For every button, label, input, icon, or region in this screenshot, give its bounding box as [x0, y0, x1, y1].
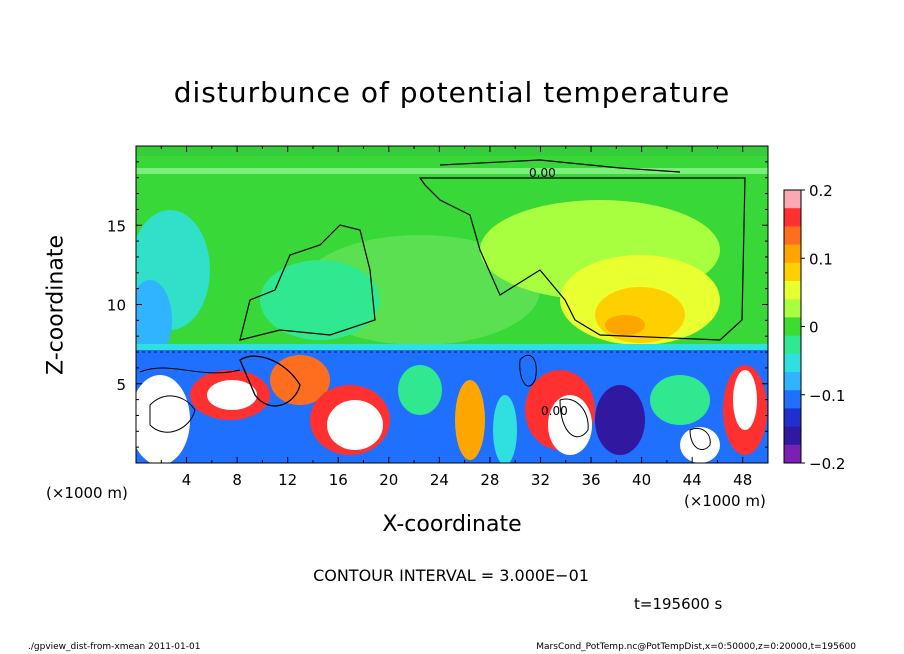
colorbar-swatch [784, 208, 801, 227]
colorbar-tick-label: 0 [809, 319, 819, 337]
colorbar-swatch [784, 372, 801, 391]
colorbar-swatch [784, 444, 801, 464]
x-tick-label: 16 [329, 471, 348, 489]
x-axis-label: X-coordinate [382, 512, 522, 537]
colorbar-swatch [784, 335, 801, 355]
x-tick-label: 32 [531, 471, 550, 489]
colorbar-swatch [784, 390, 801, 409]
x-tick-label: 24 [430, 471, 449, 489]
footer-left: ./gpview_dist-from-xmean 2011-01-01 [28, 642, 201, 652]
colorbar-swatch [784, 226, 801, 246]
y-axis-label: Z-coordinate [43, 235, 69, 375]
colorbar-swatch [784, 408, 801, 428]
x-unit-right: (×1000 m) [684, 492, 766, 510]
x-tick-label: 36 [581, 471, 600, 489]
x-unit-left: (×1000 m) [46, 484, 128, 502]
y-tick-label: 15 [107, 217, 126, 235]
colorbar-swatch [784, 244, 801, 264]
colorbar-tick-label: 0.1 [809, 250, 833, 268]
colorbar-swatch [784, 190, 801, 209]
contour-label: 0.00 [541, 404, 568, 418]
field-white-left [136, 375, 190, 463]
x-tick-label: 20 [379, 471, 398, 489]
y-tick-label: 10 [107, 297, 126, 315]
colorbar-swatch [784, 281, 801, 300]
colorbar-swatch [784, 299, 801, 318]
time-label: t=195600 s [634, 595, 723, 613]
colorbar-tick-label: 0.2 [809, 182, 833, 200]
colorbar-swatch [784, 262, 801, 282]
x-tick-label: 12 [278, 471, 297, 489]
contour-zero-upper [418, 177, 746, 341]
colorbar-tick-label: −0.1 [809, 387, 845, 405]
chart-title: disturbunce of potential temperature [173, 76, 731, 109]
x-axis: 4 8 12 16 20 24 28 32 36 40 44 48 [160, 146, 752, 489]
colorbar: 0.2 0.1 0 −0.1 −0.2 [783, 182, 845, 473]
y-axis: 5 10 15 [107, 161, 768, 448]
colorbar-swatch [784, 317, 801, 337]
plot-field [136, 146, 768, 463]
contour-zero-left [239, 224, 376, 341]
x-tick-label: 8 [232, 471, 242, 489]
colorbar-tick-label: −0.2 [809, 455, 845, 473]
colorbar-swatch [784, 353, 801, 373]
x-tick-label: 40 [632, 471, 651, 489]
x-tick-label: 28 [480, 471, 499, 489]
x-tick-label: 4 [182, 471, 192, 489]
x-tick-label: 48 [733, 471, 752, 489]
footer-right: MarsCond_PotTemp.nc@PotTempDist,x=0:5000… [536, 642, 856, 652]
colorbar-swatch [784, 426, 801, 446]
contour-label: 0.00 [529, 166, 556, 180]
x-tick-label: 44 [683, 471, 702, 489]
y-tick-label: 5 [116, 376, 126, 394]
contour-interval: CONTOUR INTERVAL = 3.000E−01 [313, 566, 589, 585]
